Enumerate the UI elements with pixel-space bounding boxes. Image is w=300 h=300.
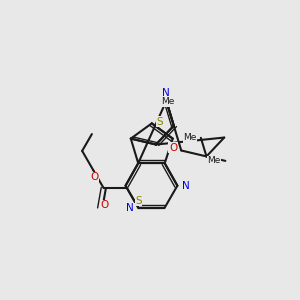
Text: Me: Me [208, 156, 221, 165]
Text: Me: Me [183, 133, 196, 142]
Text: O: O [100, 200, 109, 210]
Text: N: N [182, 181, 190, 191]
Text: N: N [162, 88, 170, 98]
Text: Me: Me [161, 97, 175, 106]
Text: O: O [169, 142, 177, 152]
Text: S: S [157, 117, 163, 127]
Text: N: N [126, 203, 134, 213]
Text: O: O [91, 172, 99, 182]
Text: S: S [135, 196, 142, 206]
